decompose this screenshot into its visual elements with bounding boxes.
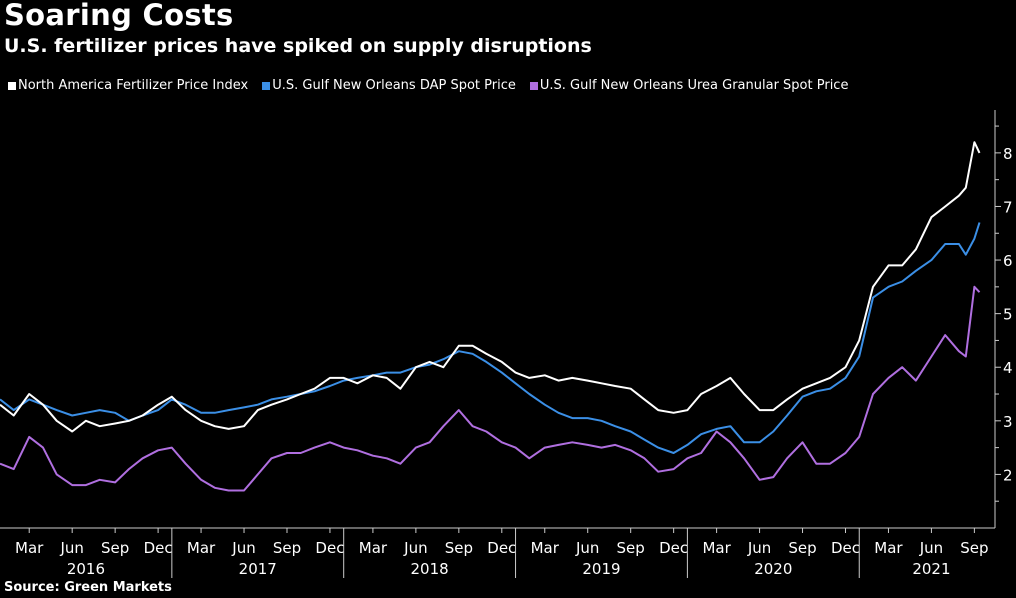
x-tick-label: Sep — [445, 539, 473, 557]
legend: North America Fertilizer Price Index U.S… — [8, 78, 848, 93]
x-tick-label: Dec — [315, 539, 344, 557]
legend-swatch-dap — [262, 81, 271, 90]
series-line-dap — [0, 222, 981, 454]
x-tick-label: Mar — [702, 539, 731, 557]
x-tick-label: Mar — [359, 539, 388, 557]
x-year-label: 2017 — [239, 560, 277, 578]
legend-label-urea: U.S. Gulf New Orleans Urea Granular Spot… — [539, 78, 849, 93]
x-tick-label: Dec — [659, 539, 688, 557]
x-year-label: 2021 — [912, 560, 950, 578]
series-line-price-index — [0, 141, 981, 433]
source-note: Source: Green Markets — [4, 580, 172, 595]
x-tick-label: Jun — [59, 539, 83, 557]
legend-item-price-index: North America Fertilizer Price Index — [8, 78, 248, 93]
x-tick-label: Mar — [531, 539, 560, 557]
y-tick-label: 2 — [1003, 466, 1013, 484]
y-tick-label: 4 — [1003, 359, 1013, 377]
x-tick-label: Dec — [144, 539, 173, 557]
chart-subtitle: U.S. fertilizer prices have spiked on su… — [4, 35, 592, 57]
x-tick-label: Jun — [231, 539, 255, 557]
x-tick-label: Jun — [403, 539, 427, 557]
x-year-label: 2018 — [411, 560, 449, 578]
y-tick-label: 6 — [1003, 252, 1013, 270]
legend-item-urea: U.S. Gulf New Orleans Urea Granular Spot… — [529, 78, 849, 93]
legend-swatch-price-index — [8, 81, 16, 90]
x-tick-label: Jun — [575, 539, 599, 557]
y-tick-label: 5 — [1003, 306, 1013, 324]
x-tick-label: Dec — [487, 539, 516, 557]
x-year-label: 2019 — [582, 560, 620, 578]
y-tick-label: 3 — [1003, 413, 1013, 431]
x-tick-label: Sep — [788, 539, 816, 557]
x-tick-label: Sep — [273, 539, 301, 557]
x-tick-label: Mar — [15, 539, 44, 557]
legend-swatch-urea — [529, 81, 538, 90]
x-tick-label: Sep — [960, 539, 988, 557]
x-tick-label: Dec — [831, 539, 860, 557]
x-tick-label: Jun — [919, 539, 943, 557]
chart-title: Soaring Costs — [4, 0, 234, 32]
x-year-label: 2016 — [67, 560, 105, 578]
x-tick-label: Mar — [874, 539, 903, 557]
x-tick-label: Mar — [187, 539, 216, 557]
y-tick-label: 8 — [1003, 145, 1013, 163]
legend-label-dap: U.S. Gulf New Orleans DAP Spot Price — [272, 78, 516, 93]
x-tick-label: Sep — [617, 539, 645, 557]
legend-label-price-index: North America Fertilizer Price Index — [18, 78, 249, 93]
series-line-urea — [0, 285, 981, 492]
x-tick-label: Sep — [101, 539, 129, 557]
y-tick-label: 7 — [1003, 198, 1013, 216]
x-tick-label: Jun — [747, 539, 771, 557]
x-year-label: 2020 — [754, 560, 792, 578]
legend-item-dap: U.S. Gulf New Orleans DAP Spot Price — [262, 78, 516, 93]
